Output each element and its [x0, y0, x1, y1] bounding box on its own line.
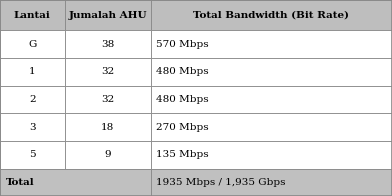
Text: 3: 3 [29, 123, 36, 132]
Bar [0, 86, 65, 113]
Bar [0, 169, 151, 196]
Text: 9: 9 [105, 150, 111, 159]
Text: 18: 18 [101, 123, 114, 132]
Bar [0, 0, 65, 30]
Text: Lantai: Lantai [14, 11, 51, 20]
Bar [65, 141, 151, 169]
Text: 480 Mbps: 480 Mbps [156, 95, 209, 104]
Text: 1935 Mbps / 1,935 Gbps: 1935 Mbps / 1,935 Gbps [156, 178, 286, 187]
Bar [0, 141, 65, 169]
Bar [151, 0, 392, 30]
Text: Total: Total [5, 178, 34, 187]
Bar [151, 30, 392, 58]
Text: 480 Mbps: 480 Mbps [156, 67, 209, 76]
Bar [65, 86, 151, 113]
Bar [65, 30, 151, 58]
Text: G: G [28, 40, 36, 49]
Text: 135 Mbps: 135 Mbps [156, 150, 209, 159]
Text: 32: 32 [101, 95, 114, 104]
Text: 38: 38 [101, 40, 114, 49]
Text: 2: 2 [29, 95, 36, 104]
Bar [65, 58, 151, 86]
Bar [0, 58, 65, 86]
Bar [151, 86, 392, 113]
Text: 32: 32 [101, 67, 114, 76]
Text: 270 Mbps: 270 Mbps [156, 123, 209, 132]
Text: 5: 5 [29, 150, 36, 159]
Bar [151, 141, 392, 169]
Bar [151, 113, 392, 141]
Bar [65, 113, 151, 141]
Text: 1: 1 [29, 67, 36, 76]
Text: Total Bandwidth (Bit Rate): Total Bandwidth (Bit Rate) [194, 11, 349, 20]
Bar [0, 113, 65, 141]
Bar [151, 169, 392, 196]
Bar [65, 0, 151, 30]
Text: 570 Mbps: 570 Mbps [156, 40, 209, 49]
Bar [151, 58, 392, 86]
Bar [0, 30, 65, 58]
Text: Jumalah AHU: Jumalah AHU [69, 11, 147, 20]
